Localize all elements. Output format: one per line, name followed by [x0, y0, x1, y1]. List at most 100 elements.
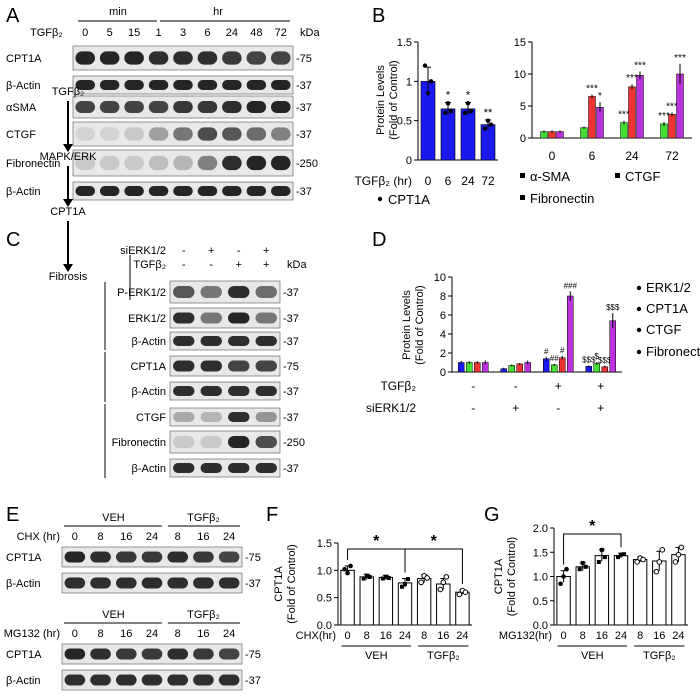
panelC-blot-band — [173, 285, 195, 299]
F-sig-bracket — [404, 548, 463, 585]
F-point — [348, 563, 353, 569]
panelC-blot-frame — [169, 280, 281, 304]
panelC-row-label: P-ERK1/2 — [117, 287, 166, 299]
B1-y-tick-label: 1 — [406, 76, 412, 88]
panelA-blot-band — [99, 100, 120, 114]
B2-bar — [660, 123, 668, 139]
B2-y-tick-label: 5 — [520, 101, 526, 113]
panelA-blot-band — [222, 155, 242, 171]
G-bar — [594, 555, 610, 626]
panelC-marker: -37 — [283, 412, 299, 424]
panelA-blot-band — [99, 127, 120, 141]
G-point — [640, 556, 646, 563]
G-y-tick-label: 1.5 — [533, 547, 548, 559]
B2-bar — [636, 75, 644, 139]
panelA-blot-band — [197, 51, 218, 65]
B1-point — [465, 101, 471, 106]
D-bar — [543, 358, 550, 373]
panelA-blot-band — [124, 155, 144, 171]
chart-B1: 0 0.5 1 1.5 Protein Levels (Fold of Control) 0… — [354, 37, 498, 207]
panelA-blot-band — [197, 80, 218, 90]
F-y-tick-label: 1.0 — [317, 565, 332, 577]
panelC-blot-band — [228, 386, 250, 396]
panelA-blot-band — [246, 100, 267, 114]
F-bar — [378, 576, 394, 626]
F-x-tick-label: 0 — [345, 630, 351, 642]
panelC-blot-frame — [169, 458, 281, 478]
panelE-blot2-timepoint: 24 — [223, 628, 235, 640]
panelC-blot-band — [200, 360, 222, 372]
panelA-timepoint: 5 — [107, 27, 113, 39]
D-sig: $ — [595, 352, 600, 361]
panelE-blot2-timepoint: 8 — [175, 628, 181, 640]
panelA-row-label: CTGF — [6, 129, 36, 141]
B2-legend-label: Fibronectin — [530, 191, 594, 206]
panelA-blot-band — [271, 51, 291, 65]
panelA-blot — [72, 149, 294, 177]
panelC-arrow-head — [63, 264, 73, 272]
G-x-tick-label: 0 — [561, 630, 567, 642]
panelA-row-label: αSMA — [6, 102, 37, 114]
D-bar — [567, 295, 574, 373]
G-point — [602, 555, 607, 560]
panelC-condition-label: TGFβ₂ — [133, 259, 166, 271]
panelA-row-label: β-Actin — [6, 80, 40, 92]
B2-bar — [620, 122, 628, 139]
G-bar — [632, 559, 648, 626]
panelA-blot-band — [173, 100, 193, 114]
B2-y-tick-label: 15 — [514, 37, 526, 49]
panelE-blot1-blot-band — [193, 577, 214, 589]
B1-point — [428, 79, 434, 84]
panelC-blot-frame — [169, 307, 281, 329]
panelE-blot2-blot-band — [116, 648, 137, 660]
panelC-sign: - — [182, 245, 186, 257]
panelE-blot1-cond-label: CHX (hr) — [17, 531, 60, 543]
panelC-blot-band — [200, 463, 222, 473]
panelA-blot-band — [246, 186, 267, 196]
B2-bar — [588, 96, 596, 139]
panelA-blot-band — [173, 127, 193, 141]
panelC-blot-band — [255, 285, 277, 299]
panelA-marker: -37 — [296, 186, 312, 198]
D-legend-marker — [636, 327, 642, 333]
panelC-marker: -37 — [283, 336, 299, 348]
panelE-blot1-marker: -37 — [245, 578, 261, 590]
panelC-marker: -37 — [283, 313, 299, 325]
panelA-blot-band — [271, 155, 291, 171]
panelE-blot1-blot-band — [218, 551, 240, 563]
panelE-blot1-blot-band — [64, 577, 86, 589]
D-bar — [551, 364, 558, 373]
panelC-blot-band — [200, 312, 222, 324]
D-y-tick-label: 0 — [440, 367, 446, 379]
panelA-timepoint: 72 — [275, 27, 287, 39]
panelC-blot-band — [200, 412, 222, 422]
panelC-blot — [169, 458, 281, 478]
F-point — [424, 575, 430, 581]
panelC-blot — [169, 280, 281, 304]
panelC-blot — [169, 430, 281, 454]
B1-point — [445, 101, 451, 106]
F-bar — [455, 591, 470, 626]
panelE-blot2-blot-band — [193, 674, 214, 686]
panelC-row-label: β-Actin — [132, 336, 166, 348]
B1-bar — [480, 124, 496, 161]
panelE-blot1-timepoint: 16 — [197, 531, 209, 543]
D-legend-marker — [636, 285, 642, 291]
panelC-row-label: ERK1/2 — [128, 313, 166, 325]
G-ylabel: (Fold of Control) — [506, 537, 518, 616]
panelE-blot1-blot — [61, 546, 243, 568]
panelC-sign: + — [263, 245, 269, 257]
panelC-blot — [169, 331, 281, 351]
G-x-tick-label: 24 — [672, 630, 684, 642]
F-y-tick-label: 0.0 — [317, 620, 332, 632]
B2-legend-marker — [520, 195, 525, 200]
panelE-blot2-blot-band — [90, 674, 111, 686]
panelA-blot-band — [148, 51, 169, 65]
B2-x-tick-label: 24 — [625, 149, 639, 163]
G-point — [596, 559, 601, 564]
panelC-blot-band — [173, 463, 195, 473]
panelC-blot-band — [228, 285, 250, 299]
D-sign: + — [555, 379, 562, 393]
G-point — [616, 555, 620, 560]
panelE-blot2-marker: -37 — [245, 675, 261, 687]
